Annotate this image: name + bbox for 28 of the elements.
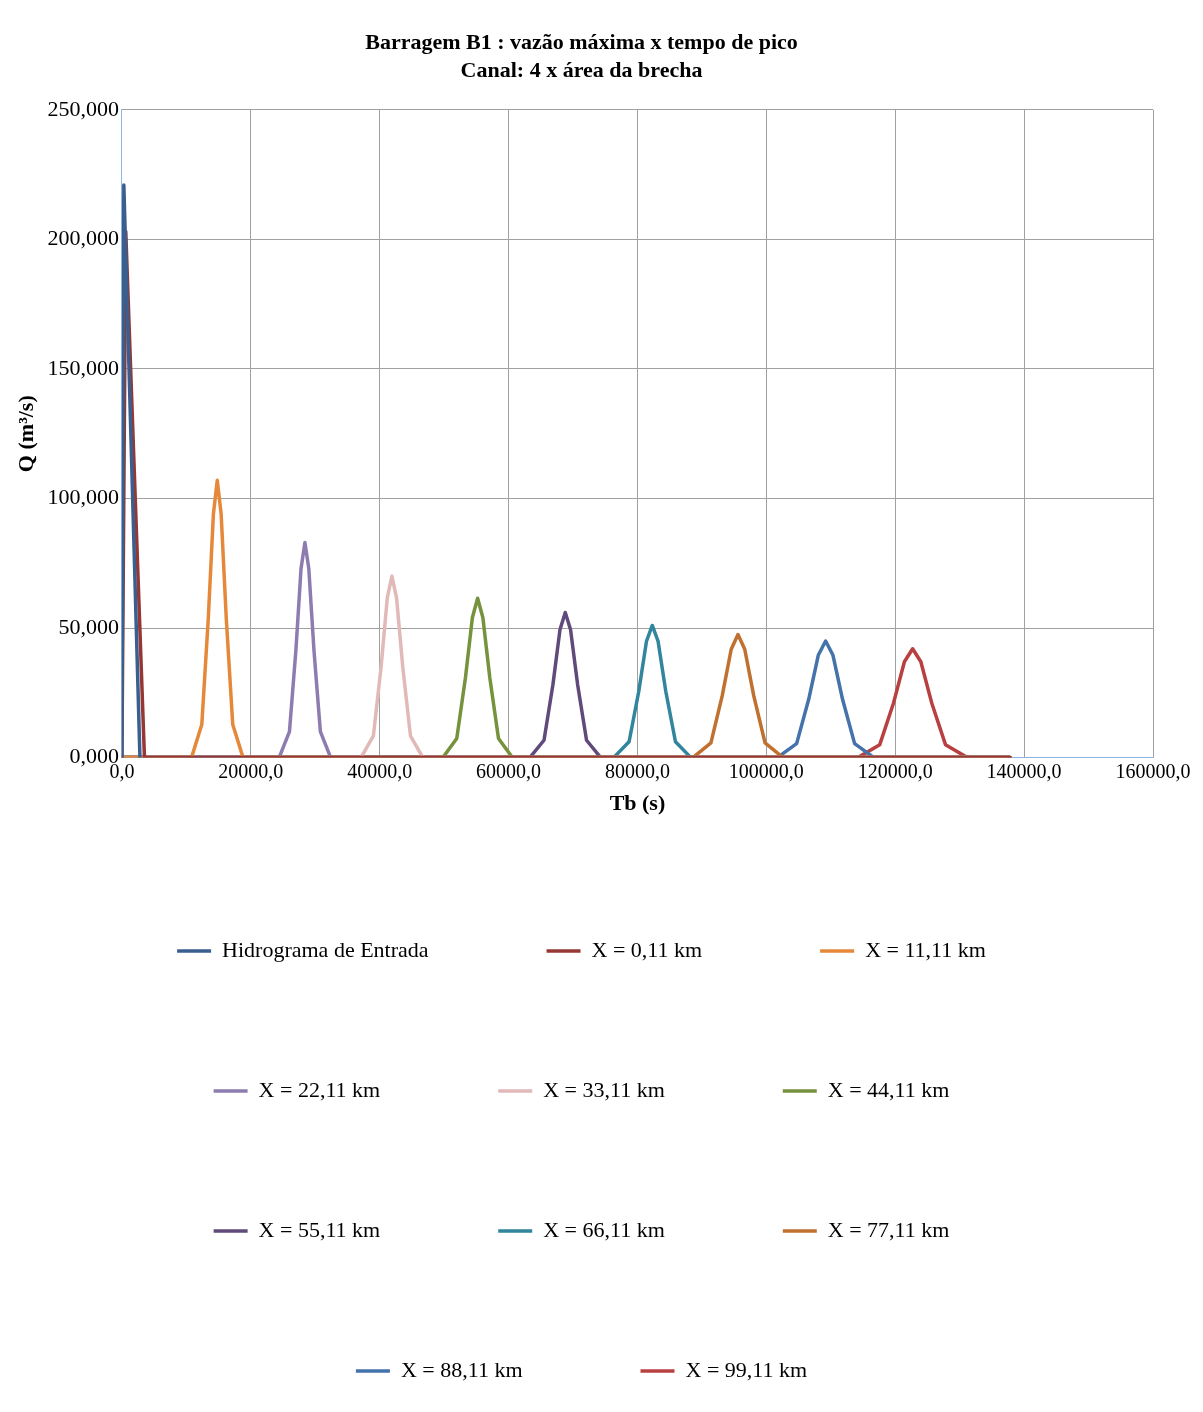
x-tick-label: 140000,0 (986, 759, 1062, 782)
legend-label: X = 66,11 km (543, 1216, 665, 1242)
x-tick-label: 120000,0 (857, 759, 933, 782)
y-tick-label: 100,000 (47, 484, 119, 510)
y-tick-label: 150,000 (47, 354, 119, 380)
legend-label: X = 77,11 km (827, 1216, 950, 1242)
legend-label: X = 0,11 km (591, 936, 703, 962)
legend-label: X = 99,11 km (685, 1356, 808, 1382)
x-tick-label: 160000,0 (1115, 759, 1191, 782)
legend-label: X = 33,11 km (543, 1076, 665, 1102)
x-axis-title: Tb (s) (609, 790, 666, 816)
x-tick-label: 20000,0 (218, 759, 284, 782)
y-axis-title: Q (m³/s) (12, 395, 38, 473)
legend-label: X = 44,11 km (827, 1076, 950, 1102)
x-tick-label: 80000,0 (604, 759, 670, 782)
legend-label: X = 55,11 km (258, 1216, 381, 1242)
x-tick-label: 60000,0 (476, 759, 542, 782)
y-tick-label: 50,000 (58, 613, 119, 639)
legend-label: X = 11,11 km (865, 936, 986, 962)
y-tick-label: 200,000 (47, 225, 119, 251)
chart-subtitle: Canal: 4 x área da brecha (460, 57, 703, 83)
chart-title: Barragem B1 : vazão máxima x tempo de pico (365, 28, 798, 54)
x-tick-label: 100000,0 (728, 759, 804, 782)
x-tick-label: 40000,0 (347, 759, 413, 782)
y-tick-label: 250,000 (47, 95, 119, 121)
legend-label: X = 88,11 km (400, 1356, 523, 1382)
legend-label: Hidrograma de Entrada (222, 936, 429, 962)
legend-label: X = 22,11 km (258, 1076, 381, 1102)
